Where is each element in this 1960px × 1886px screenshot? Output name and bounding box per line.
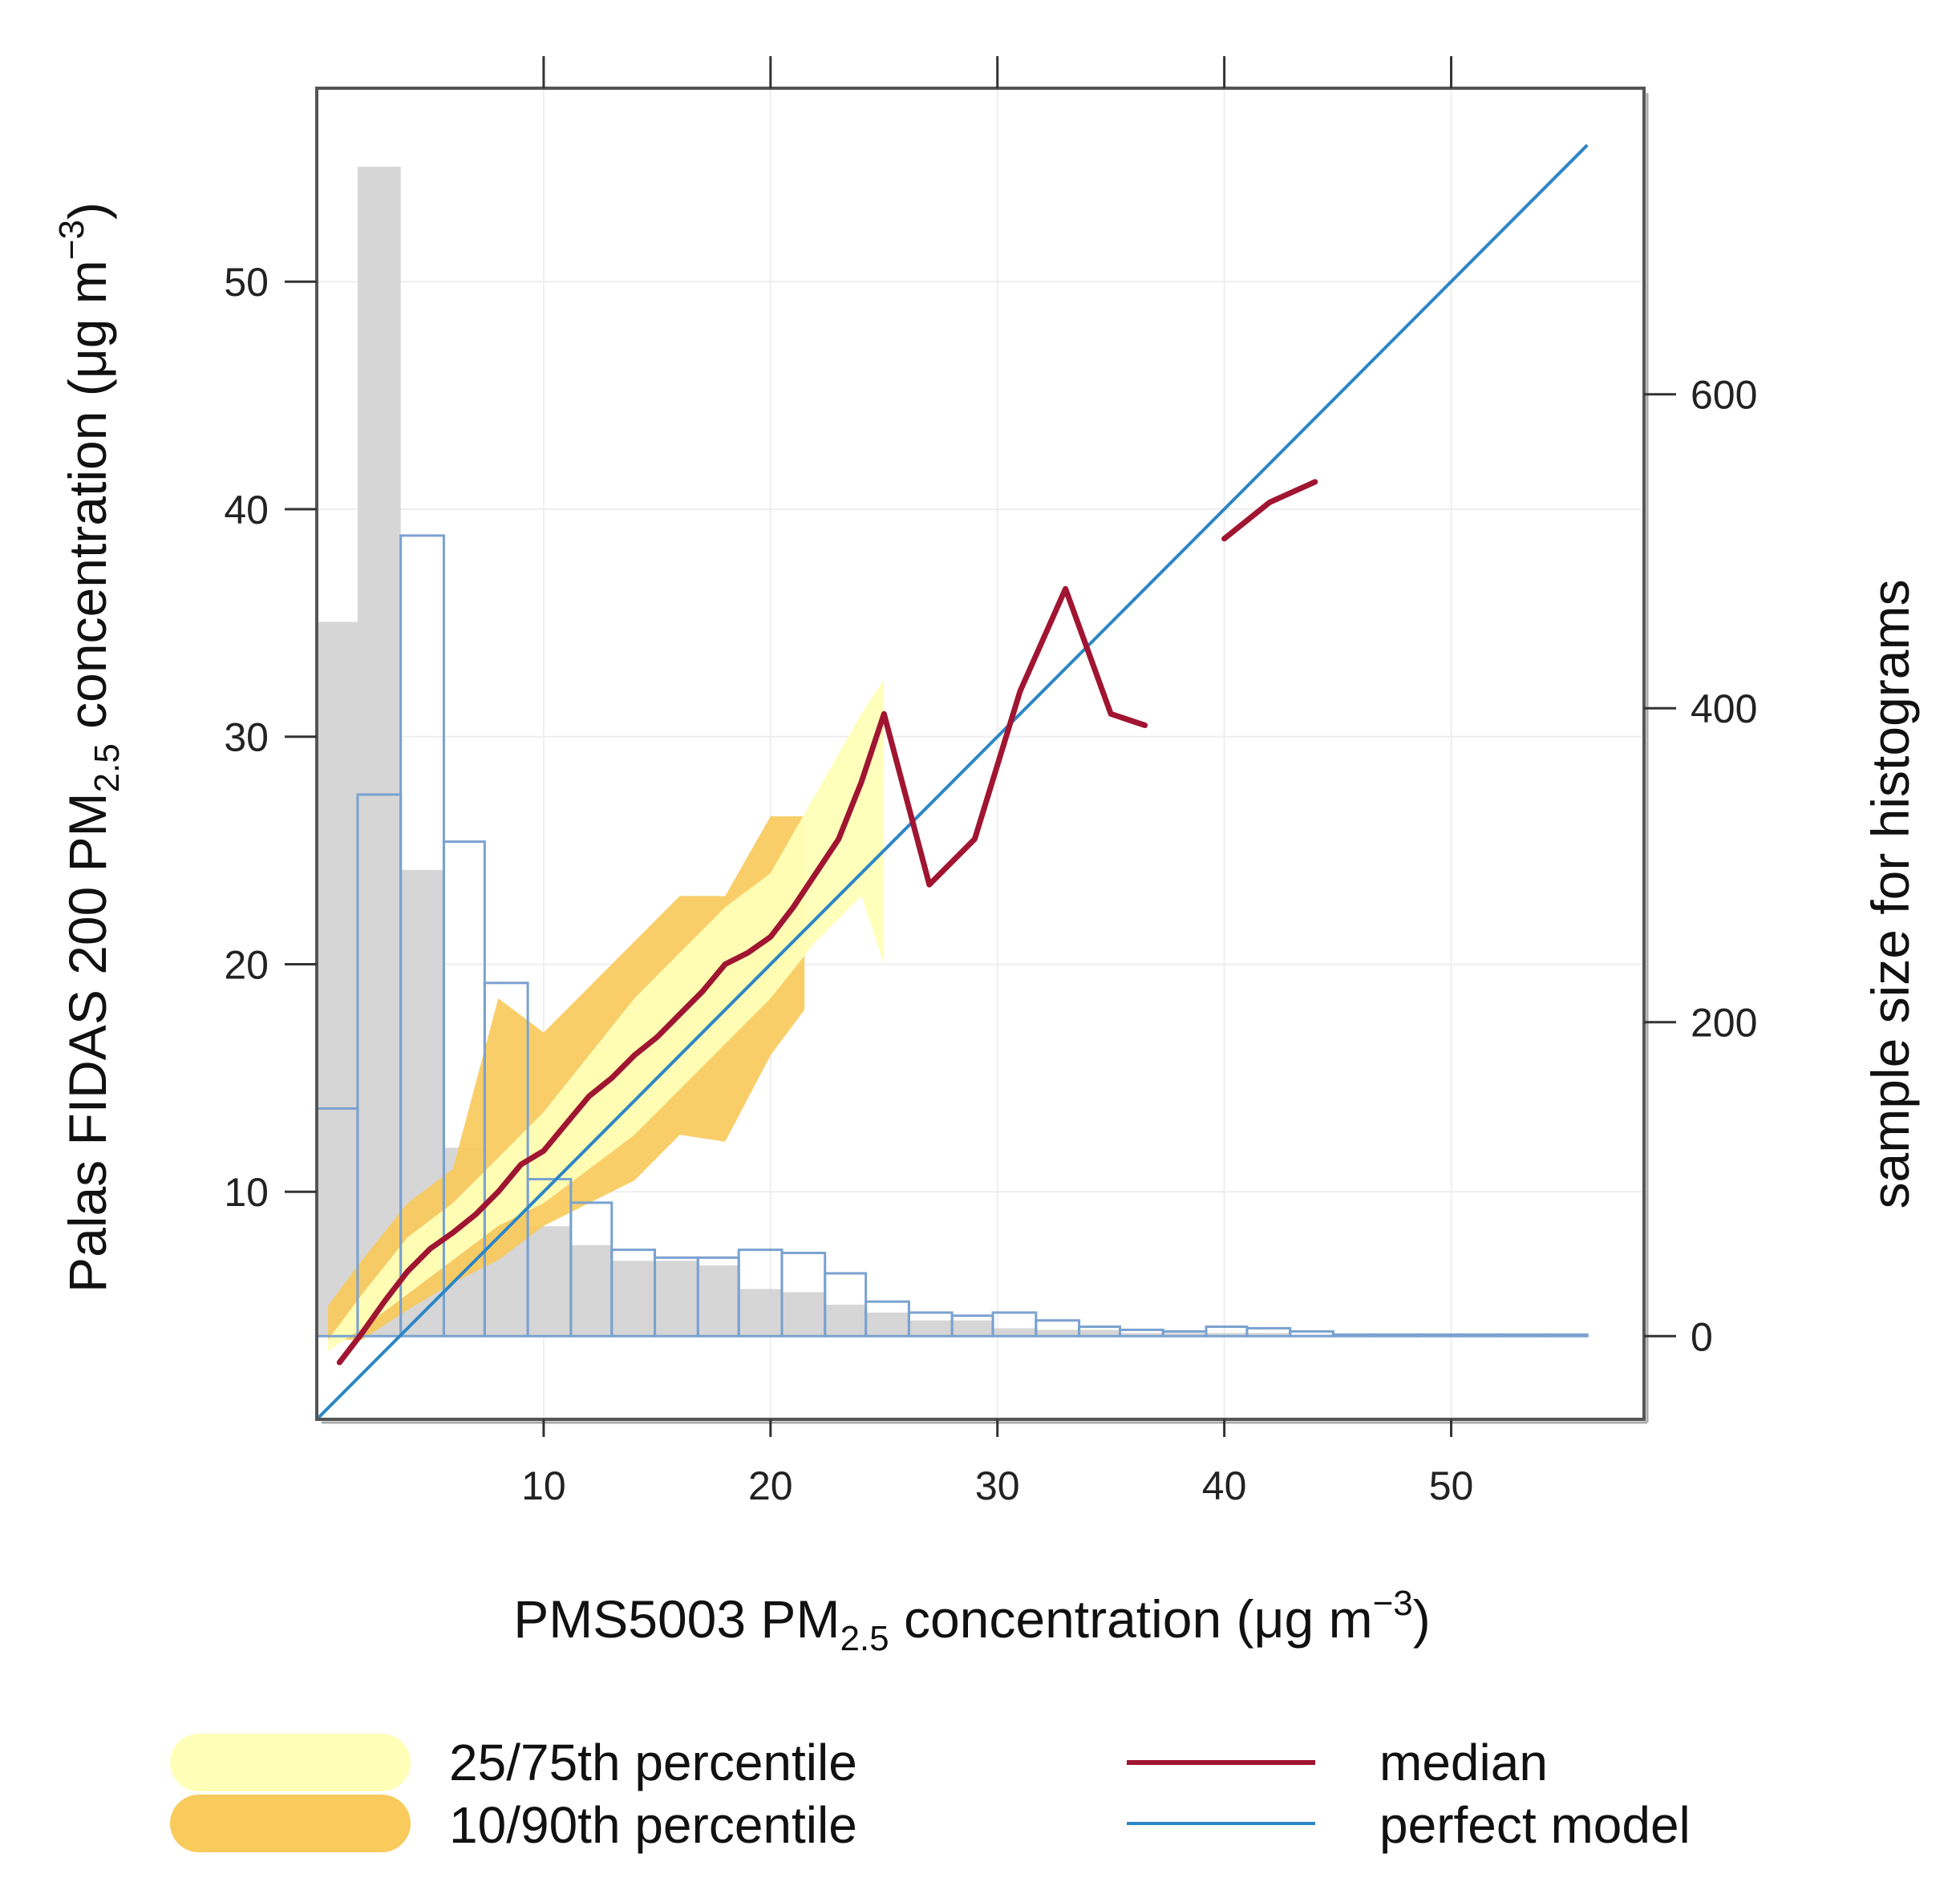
x-tick-label-3: 40	[1202, 1463, 1247, 1508]
y-tick-label-2: 30	[224, 715, 269, 760]
observed-histogram-bar-12	[824, 1305, 866, 1337]
observed-histogram-bar-22	[1246, 1333, 1290, 1337]
observed-histogram-bar-16	[993, 1328, 1036, 1337]
predicted-histogram-bar-29	[1543, 1333, 1589, 1338]
observed-histogram-bar-7	[611, 1261, 655, 1337]
y2-axis-title: sample size for histograms	[1861, 580, 1920, 1209]
axes: 10 20 30 40 50 10 20 30 40 50 0 200 400 600	[224, 56, 1757, 1508]
predicted-histogram-bar-26	[1415, 1333, 1462, 1338]
observed-histogram-bar-6	[570, 1245, 612, 1337]
legend-swatch-band-25-75	[170, 1734, 411, 1791]
y2-tick-label-2: 400	[1691, 686, 1757, 731]
observed-histogram-bar-19	[1120, 1333, 1164, 1337]
y-tick-label-0: 10	[224, 1170, 269, 1215]
predicted-histogram-bar-23	[1289, 1330, 1334, 1338]
perfect-model-layer	[315, 144, 1589, 1421]
observed-histogram-bar-18	[1079, 1330, 1120, 1337]
x-tick-label-2: 30	[975, 1463, 1020, 1508]
observed-histogram-bar-0	[317, 621, 358, 1337]
legend-label-perfect-model: perfect model	[1379, 1796, 1691, 1854]
median-line-segment-1	[1221, 479, 1318, 542]
predicted-histogram-bar-24	[1331, 1333, 1375, 1338]
y-axis-title: Palas FIDAS 200 PM2.5 concentration (μg …	[52, 202, 127, 1293]
x-axis-title: PMS5003 PM2.5 concentration (μg m−3)	[513, 1584, 1430, 1658]
y2-tick-label-0: 0	[1691, 1314, 1713, 1359]
observed-histogram-bar-5	[528, 1226, 571, 1337]
observed-histogram-bar-20	[1163, 1333, 1206, 1337]
band-25-75-area	[328, 679, 885, 1351]
observed-histogram-bar-8	[654, 1261, 699, 1337]
legend-swatch-band-10-90	[170, 1795, 411, 1852]
x-tick-label-4: 50	[1429, 1463, 1474, 1508]
observed-histogram	[317, 166, 1588, 1337]
median-line-segment-0	[336, 585, 1148, 1366]
observed-histogram-bar-10	[739, 1289, 782, 1337]
observed-histogram-bar-13	[865, 1312, 909, 1337]
observed-histogram-bar-21	[1205, 1333, 1247, 1337]
predicted-histogram-bar-27	[1459, 1333, 1503, 1338]
legend-label-median: median	[1379, 1734, 1548, 1791]
legend-label-band-10-90: 10/90th percentile	[449, 1796, 857, 1854]
legend: 25/75th percentile 10/90th percentile me…	[170, 1734, 1691, 1854]
x-tick-label-0: 10	[521, 1463, 566, 1508]
observed-histogram-bar-1	[357, 166, 401, 1337]
observed-histogram-bar-14	[909, 1320, 953, 1337]
plot-frame-rect	[315, 87, 1646, 1421]
median-layer	[336, 479, 1318, 1366]
y2-tick-label-1: 200	[1691, 1001, 1757, 1046]
predicted-histogram	[315, 534, 1589, 1338]
perfect-model-line	[315, 144, 1589, 1421]
observed-histogram-bar-15	[952, 1320, 994, 1337]
y-tick-label-4: 50	[224, 260, 269, 305]
predicted-histogram-bar-28	[1500, 1333, 1546, 1338]
predicted-histogram-bar-22	[1245, 1326, 1292, 1338]
observed-histogram-bar-17	[1035, 1330, 1079, 1337]
y-tick-label-1: 20	[224, 942, 269, 987]
x-tick-label-1: 20	[748, 1463, 793, 1508]
y2-tick-label-3: 600	[1691, 373, 1757, 418]
observed-histogram-bar-11	[781, 1292, 825, 1337]
observed-histogram-bar-9	[698, 1265, 739, 1337]
legend-label-band-25-75: 25/75th percentile	[449, 1734, 857, 1791]
band-25-75	[328, 679, 885, 1351]
predicted-histogram-bar-25	[1372, 1333, 1419, 1338]
y-tick-label-3: 40	[224, 488, 269, 532]
